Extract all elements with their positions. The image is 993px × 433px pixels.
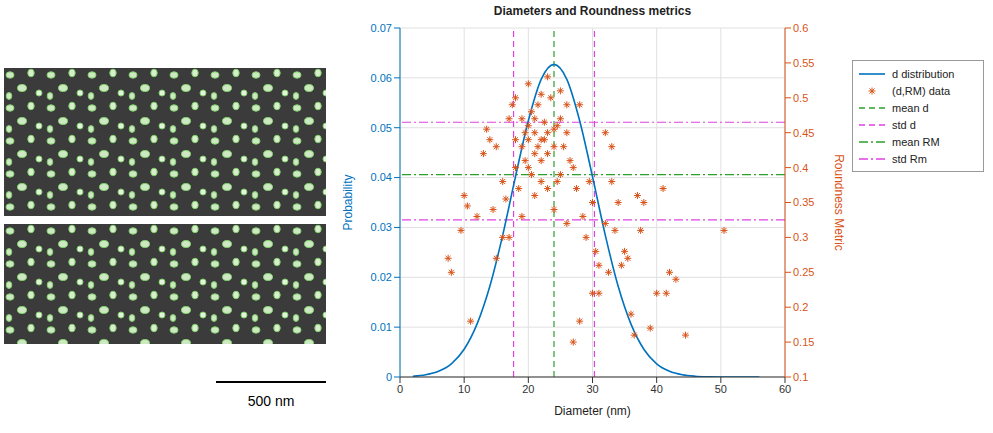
svg-text:0.02: 0.02	[371, 271, 392, 283]
svg-text:0.2: 0.2	[793, 301, 808, 313]
svg-text:0.3: 0.3	[793, 231, 808, 243]
svg-text:0.07: 0.07	[371, 22, 392, 34]
svg-text:0.04: 0.04	[371, 171, 392, 183]
html-text:Diameters and Roundness metric: Diameters and Roundness metrics	[493, 4, 692, 18]
svg-text:60: 60	[779, 383, 791, 395]
html-text:std Rm: std Rm	[892, 152, 927, 165]
svg-text:0.05: 0.05	[371, 122, 392, 134]
svg-text:0.1: 0.1	[793, 371, 808, 383]
svg-text:0.45: 0.45	[793, 127, 814, 139]
svg-text:0.5: 0.5	[793, 92, 808, 104]
html-text:(d,RM) data: (d,RM) data	[892, 84, 951, 97]
svg-text:0.55: 0.55	[793, 57, 814, 69]
svg-text:40: 40	[651, 383, 663, 395]
svg-text:0: 0	[386, 371, 392, 383]
svg-text:0.6: 0.6	[793, 22, 808, 34]
svg-text:0.01: 0.01	[371, 321, 392, 333]
svg-text:0.03: 0.03	[371, 221, 392, 233]
svg-text:30: 30	[586, 383, 598, 395]
html-text:d distribution: d distribution	[892, 67, 955, 80]
svg-text:20: 20	[522, 383, 534, 395]
html-text:mean RM: mean RM	[892, 135, 940, 148]
svg-text:0.06: 0.06	[371, 72, 392, 84]
html-text:mean d: mean d	[892, 101, 929, 114]
svg-text:500 nm: 500 nm	[248, 393, 295, 409]
html-text:std d: std d	[892, 118, 916, 131]
svg-text:Diameter (nm): Diameter (nm)	[554, 404, 631, 418]
svg-text:Probability: Probability	[341, 174, 355, 230]
svg-text:Roundness Metric: Roundness Metric	[832, 154, 846, 251]
svg-text:0.4: 0.4	[793, 162, 808, 174]
svg-text:0.15: 0.15	[793, 336, 814, 348]
svg-text:0.35: 0.35	[793, 196, 814, 208]
svg-text:10: 10	[458, 383, 470, 395]
svg-text:0.25: 0.25	[793, 266, 814, 278]
svg-text:0: 0	[397, 383, 403, 395]
svg-text:50: 50	[715, 383, 727, 395]
